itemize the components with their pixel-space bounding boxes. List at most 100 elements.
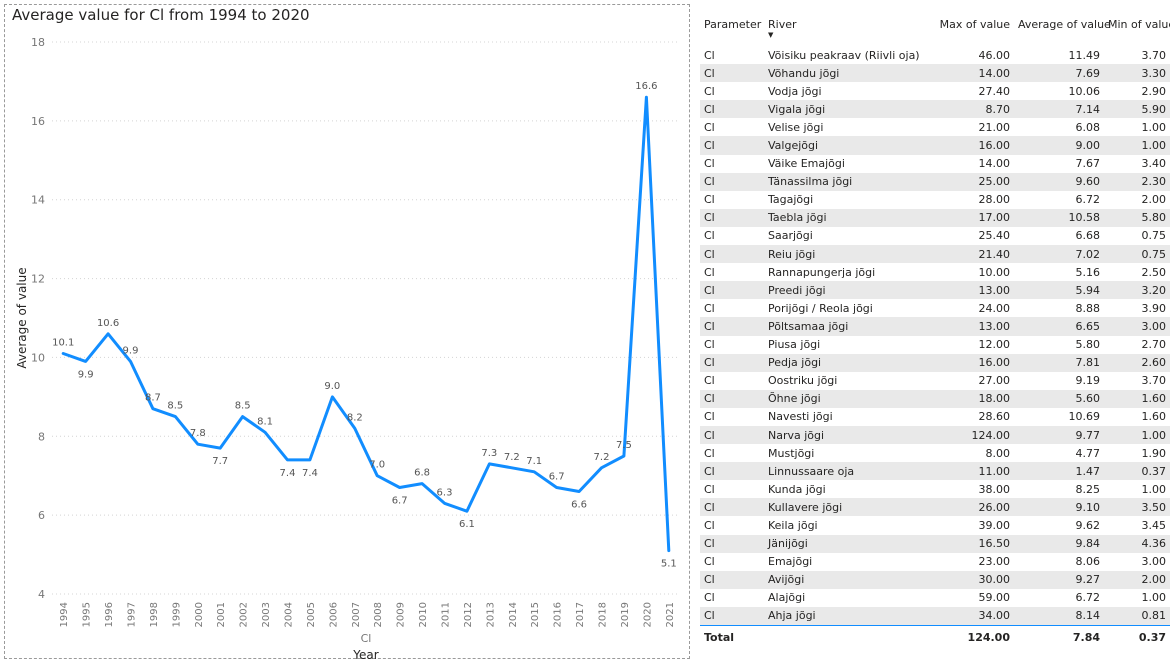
cell-parameter: Cl xyxy=(704,573,715,587)
header-river[interactable]: River ▼ xyxy=(764,12,924,46)
data-label: 7.4 xyxy=(302,468,318,479)
cell-max-value: 25.00 xyxy=(978,175,1011,189)
cell-parameter: Cl xyxy=(704,518,715,532)
cell-min-value: 0.37 xyxy=(1141,464,1167,478)
table-row[interactable]: Cl Pedja jõgi 16.00 7.81 2.60 xyxy=(700,353,1170,372)
cell-average-value: 6.68 xyxy=(1075,229,1101,243)
data-point xyxy=(443,501,447,505)
header-river-label: River xyxy=(768,18,797,31)
table-row[interactable]: Cl Põltsamaa jõgi 13.00 6.65 3.00 xyxy=(700,317,1170,336)
y-tick-label: 16 xyxy=(31,115,45,128)
cell-river: Porijõgi / Reola jõgi xyxy=(768,301,873,315)
table-row[interactable]: Cl Kunda jõgi 38.00 8.25 1.00 xyxy=(700,480,1170,498)
data-point xyxy=(577,489,581,493)
table-row[interactable]: Cl Jänijõgi 16.50 9.84 4.36 xyxy=(700,534,1170,553)
cell-average-value: 4.77 xyxy=(1075,446,1101,460)
table-row[interactable]: Cl Avijõgi 30.00 9.27 2.00 xyxy=(700,570,1170,589)
table-row[interactable]: Cl Väike Emajõgi 14.00 7.67 3.40 xyxy=(700,155,1170,173)
table-row[interactable]: Cl Porijõgi / Reola jõgi 24.00 8.88 3.90 xyxy=(700,299,1170,317)
x-tick-label: 1997 xyxy=(127,602,138,627)
x-tick-label: 2007 xyxy=(351,602,362,627)
x-tick-label: 2017 xyxy=(575,602,586,627)
cell-parameter: Cl xyxy=(704,464,715,478)
cell-min-value: 3.90 xyxy=(1141,301,1167,315)
table-row[interactable]: Cl Ahja jõgi 34.00 8.14 0.81 xyxy=(700,606,1170,626)
x-tick-label: 2014 xyxy=(508,602,519,627)
cell-max-value: 21.00 xyxy=(978,120,1011,134)
table-row[interactable]: Cl Õhne jõgi 18.00 5.60 1.60 xyxy=(700,389,1170,408)
cell-max-value: 34.00 xyxy=(978,609,1011,623)
table-row[interactable]: Cl Tänassilma jõgi 25.00 9.60 2.30 xyxy=(700,172,1170,191)
cell-average-value: 8.14 xyxy=(1075,609,1101,623)
table-row[interactable]: Cl Tagajõgi 28.00 6.72 2.00 xyxy=(700,191,1170,209)
table-row[interactable]: Cl Reiu jõgi 21.40 7.02 0.75 xyxy=(700,245,1170,264)
x-tick-label: 2015 xyxy=(530,602,541,627)
table-row[interactable]: Cl Oostriku jõgi 27.00 9.19 3.70 xyxy=(700,372,1170,390)
cell-average-value: 6.72 xyxy=(1075,591,1101,605)
cell-average-value: 9.19 xyxy=(1075,374,1101,388)
table-row[interactable]: Cl Taebla jõgi 17.00 10.58 5.80 xyxy=(700,208,1170,227)
cell-average-value: 6.65 xyxy=(1075,319,1101,333)
cell-river: Põltsamaa jõgi xyxy=(768,319,849,333)
table-row[interactable]: Cl Mustjõgi 8.00 4.77 1.90 xyxy=(700,444,1170,462)
x-tick-label: 2000 xyxy=(194,602,205,627)
data-point xyxy=(555,486,559,490)
cell-max-value: 14.00 xyxy=(978,157,1011,171)
header-min-value[interactable]: Min of value xyxy=(1108,18,1170,31)
cell-river: Linnussaare oja xyxy=(768,464,855,478)
cell-average-value: 10.06 xyxy=(1068,84,1101,98)
table-row[interactable]: Cl Kullavere jõgi 26.00 9.10 3.50 xyxy=(700,498,1170,517)
cell-average-value: 1.47 xyxy=(1075,464,1101,478)
x-tick-label: 1996 xyxy=(104,602,115,627)
header-average-value[interactable]: Average of value xyxy=(1018,18,1111,31)
cell-min-value: 1.00 xyxy=(1141,428,1167,442)
data-label: 9.0 xyxy=(324,381,340,392)
cell-parameter: Cl xyxy=(704,591,715,605)
table-row[interactable]: Cl Navesti jõgi 28.60 10.69 1.60 xyxy=(700,408,1170,426)
line-chart-visual: Average value for Cl from 1994 to 2020 4… xyxy=(4,4,690,662)
table-row[interactable]: Cl Rannapungerja jõgi 10.00 5.16 2.50 xyxy=(700,263,1170,281)
total-min-value: 0.37 xyxy=(1104,625,1170,648)
table-row[interactable]: Cl Preedi jõgi 13.00 5.94 3.20 xyxy=(700,281,1170,300)
cell-average-value: 7.67 xyxy=(1075,157,1101,171)
cell-river: Alajõgi xyxy=(768,591,806,605)
data-label: 9.9 xyxy=(123,345,139,356)
x-tick-label: 2021 xyxy=(665,602,676,627)
table-row[interactable]: Cl Vodja jõgi 27.40 10.06 2.90 xyxy=(700,82,1170,100)
header-parameter[interactable]: Parameter xyxy=(704,18,762,31)
cell-river: Oostriku jõgi xyxy=(768,374,838,388)
cell-river: Õhne jõgi xyxy=(768,392,821,406)
table-row[interactable]: Cl Emajõgi 23.00 8.06 3.00 xyxy=(700,553,1170,571)
cell-parameter: Cl xyxy=(704,374,715,388)
table-row[interactable]: Cl Valgejõgi 16.00 9.00 1.00 xyxy=(700,136,1170,155)
data-label: 5.1 xyxy=(661,559,677,570)
table-row[interactable]: Cl Saarjõgi 25.40 6.68 0.75 xyxy=(700,227,1170,245)
table-row[interactable]: Cl Narva jõgi 124.00 9.77 1.00 xyxy=(700,425,1170,445)
table-row[interactable]: Cl Piusa jõgi 12.00 5.80 2.70 xyxy=(700,336,1170,354)
data-label: 8.1 xyxy=(257,416,273,427)
table-row[interactable]: Cl Linnussaare oja 11.00 1.47 0.37 xyxy=(700,462,1170,481)
cell-average-value: 9.84 xyxy=(1075,537,1101,551)
data-label: 7.3 xyxy=(481,448,497,459)
cell-river: Tagajõgi xyxy=(768,193,814,207)
header-max-value[interactable]: Max of value xyxy=(939,18,1010,31)
data-label: 6.3 xyxy=(437,487,453,498)
cell-average-value: 9.27 xyxy=(1075,573,1101,587)
cell-river: Kunda jõgi xyxy=(768,482,826,496)
table-row[interactable]: Cl Alajõgi 59.00 6.72 1.00 xyxy=(700,589,1170,607)
x-tick-label: 2020 xyxy=(642,602,653,627)
table-row[interactable]: Cl Velise jõgi 21.00 6.08 1.00 xyxy=(700,118,1170,136)
x-tick-label: 2001 xyxy=(216,602,227,627)
cell-min-value: 3.70 xyxy=(1141,48,1167,62)
table-row[interactable]: Cl Vigala jõgi 8.70 7.14 5.90 xyxy=(700,100,1170,119)
cell-river: Ahja jõgi xyxy=(768,609,816,623)
data-point xyxy=(330,395,334,399)
table-row[interactable]: Cl Keila jõgi 39.00 9.62 3.45 xyxy=(700,516,1170,534)
table-row[interactable]: Cl Võisiku peakraav (Riivli oja) 46.00 11.4… xyxy=(700,46,1170,64)
table-row[interactable]: Cl Võhandu jõgi 14.00 7.69 3.30 xyxy=(700,64,1170,83)
cell-min-value: 2.00 xyxy=(1141,193,1167,207)
cell-parameter: Cl xyxy=(704,555,715,569)
cell-parameter: Cl xyxy=(704,283,715,297)
data-label: 6.8 xyxy=(414,468,430,479)
cell-min-value: 3.40 xyxy=(1141,157,1167,171)
